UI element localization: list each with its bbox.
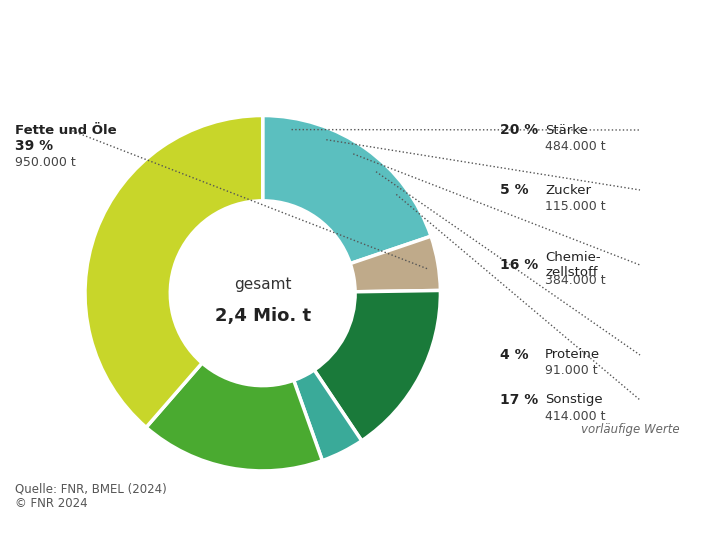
Text: vorläufige Werte: vorläufige Werte <box>581 424 680 437</box>
Text: Proteine: Proteine <box>545 349 600 362</box>
Text: Stärke: Stärke <box>545 123 588 136</box>
Wedge shape <box>146 363 322 471</box>
Text: 115.000 t: 115.000 t <box>545 199 606 212</box>
Text: Zucker: Zucker <box>545 184 591 197</box>
Text: 17 %: 17 % <box>500 393 538 407</box>
Text: Chemie-
zellstoff: Chemie- zellstoff <box>545 251 601 279</box>
Text: gesamt: gesamt <box>234 277 291 292</box>
Text: Fette und Öle: Fette und Öle <box>15 123 116 136</box>
Text: Quelle: FNR, BMEL (2024)
© FNR 2024: Quelle: FNR, BMEL (2024) © FNR 2024 <box>15 482 167 510</box>
Text: 950.000 t: 950.000 t <box>15 155 76 168</box>
Wedge shape <box>263 116 431 263</box>
Text: 414.000 t: 414.000 t <box>545 409 606 422</box>
Wedge shape <box>350 236 440 292</box>
Text: 16 %: 16 % <box>500 258 538 272</box>
Text: 91.000 t: 91.000 t <box>545 364 598 377</box>
Text: Sonstige: Sonstige <box>545 394 603 407</box>
Wedge shape <box>294 370 361 460</box>
Text: 4 %: 4 % <box>500 348 529 362</box>
Wedge shape <box>85 116 263 427</box>
Text: in der chemischen Industrie in Deutschland 2022: in der chemischen Industrie in Deutschla… <box>16 69 535 88</box>
Text: 20 %: 20 % <box>500 123 538 137</box>
Text: 384.000 t: 384.000 t <box>545 275 606 287</box>
Text: 484.000 t: 484.000 t <box>545 140 606 153</box>
Text: 2,4 Mio. t: 2,4 Mio. t <box>214 307 311 325</box>
Text: 5 %: 5 % <box>500 183 529 197</box>
Text: Stoffliche Einsatzmengen nachwachsender Rohstoffe: Stoffliche Einsatzmengen nachwachsender … <box>16 34 578 53</box>
Wedge shape <box>315 291 440 441</box>
Text: 39 %: 39 % <box>15 139 53 153</box>
